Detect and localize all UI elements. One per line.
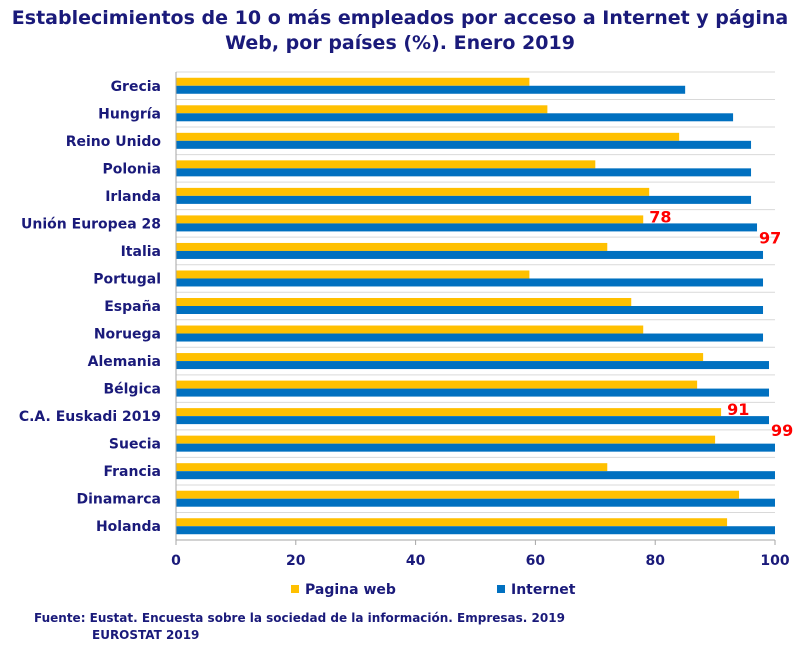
category-label-portugal: Portugal [93,271,161,287]
data-label-internet-union-europea-28: 97 [759,228,781,247]
category-label-reino-unido: Reino Unido [66,134,162,150]
category-label-francia: Francia [103,464,161,480]
legend-label-internet: Internet [511,582,576,598]
bar-pagina-web-francia [176,463,608,472]
category-label-union-europea-28: Unión Europea 28 [21,216,161,232]
bar-chart: Grecia Hungría Reino Unido Polonia Irlanda Un… [19,71,793,569]
bar-pagina-web-union-europea-28 [176,215,644,224]
legend-swatch-pagina-web [291,585,299,593]
category-label-dinamarca: Dinamarca [76,492,161,508]
x-tick-label-0: 0 [171,553,181,569]
x-tick-label-80: 80 [645,553,665,569]
axes [175,72,776,545]
bar-internet-reino-unido [176,140,752,149]
x-tick-label-60: 60 [526,553,546,569]
x-tick-label-100: 100 [760,553,789,569]
category-label-holanda: Holanda [96,519,161,535]
bar-pagina-web-polonia [176,160,596,169]
category-label-c-a-euskadi-2019: C.A. Euskadi 2019 [19,409,161,425]
data-labels: 78 97 91 99 [649,207,793,440]
legend: Pagina web Internet [0,580,800,600]
legend-label-pagina-web: Pagina web [305,582,396,598]
bar-internet-polonia [176,168,752,177]
bar-pagina-web-dinamarca [176,490,740,499]
data-label-internet-c-a-euskadi-2019: 99 [771,421,793,440]
source-note: Fuente: Eustat. Encuesta sobre la socied… [34,610,565,644]
legend-item-internet: Internet [497,580,575,600]
bar-pagina-web-belgica [176,380,698,389]
data-label-pagina-web-union-europea-28: 78 [649,207,671,226]
bar-pagina-web-alemania [176,353,704,362]
category-label-hungria: Hungría [98,106,161,122]
bar-internet-espana [176,306,764,314]
bar-internet-union-europea-28 [176,223,758,232]
bar-pagina-web-italia [176,242,608,251]
category-label-espana: España [104,299,161,315]
bar-internet-belgica [176,388,770,397]
source-line-2: EUROSTAT 2019 [92,628,200,642]
data-label-pagina-web-c-a-euskadi-2019: 91 [727,400,749,419]
legend-item-pagina-web: Pagina web [291,580,396,600]
bar-pagina-web-holanda [176,518,728,527]
category-label-irlanda: Irlanda [105,189,161,205]
chart-title-line-1: Establecimientos de 10 o más empleados p… [11,7,789,29]
bar-internet-c-a-euskadi-2019 [176,416,770,425]
bar-pagina-web-hungria [176,105,548,114]
bar-internet-alemania [176,361,770,370]
bar-internet-francia [176,471,775,480]
bar-internet-noruega [176,333,764,342]
bar-internet-holanda [176,526,775,535]
bar-pagina-web-irlanda [176,187,650,196]
bar-internet-hungria [176,113,734,122]
bar-pagina-web-suecia [176,435,716,444]
bar-internet-dinamarca [176,498,775,507]
bar-pagina-web-espana [176,298,632,306]
chart-title-line-2: Web, por países (%). Enero 2019 [225,32,575,54]
bar-internet-grecia [176,85,686,94]
bar-pagina-web-portugal [176,270,530,279]
category-label-alemania: Alemania [88,354,161,370]
category-label-polonia: Polonia [102,161,161,177]
category-label-noruega: Noruega [94,327,161,343]
category-label-suecia: Suecia [109,437,161,453]
bar-internet-irlanda [176,195,752,204]
category-labels: Grecia Hungría Reino Unido Polonia Irlanda Un… [19,79,162,535]
category-label-grecia: Grecia [111,79,161,95]
bar-pagina-web-c-a-euskadi-2019 [176,408,722,417]
bar-pagina-web-reino-unido [176,132,680,141]
gridlines [176,71,775,541]
x-tick-label-20: 20 [286,553,306,569]
bar-internet-portugal [176,278,764,287]
bars [176,77,775,535]
x-tick-label-40: 40 [406,553,426,569]
source-line-1: Fuente: Eustat. Encuesta sobre la socied… [34,611,565,625]
category-label-belgica: Bélgica [103,382,161,398]
bar-internet-italia [176,250,764,259]
category-label-italia: Italia [121,244,161,260]
chart-title: Establecimientos de 10 o más empleados p… [0,6,800,56]
bar-internet-suecia [176,443,775,452]
legend-swatch-internet [497,585,505,593]
x-tick-labels: 0 20 40 60 80 100 [171,553,790,569]
bar-pagina-web-noruega [176,325,644,334]
bar-pagina-web-grecia [176,77,530,86]
